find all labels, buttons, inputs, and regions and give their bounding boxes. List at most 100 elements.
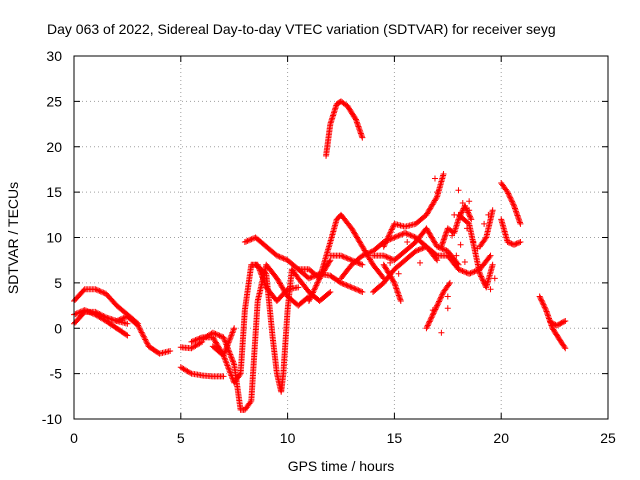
data-point (414, 247, 421, 254)
data-point (80, 310, 87, 317)
data-point (295, 284, 302, 291)
data-point (350, 284, 357, 291)
data-point (508, 197, 515, 204)
data-point (424, 322, 431, 329)
data-point (354, 259, 361, 266)
data-point (230, 360, 237, 367)
data-point (101, 313, 108, 320)
x-tick-label: 10 (280, 430, 296, 446)
x-tick-label: 25 (600, 430, 616, 446)
data-point (211, 330, 218, 337)
data-point (481, 220, 488, 227)
data-point (347, 283, 354, 290)
data-point (536, 293, 543, 300)
data-point (407, 232, 414, 239)
data-point (192, 337, 199, 344)
data-point (124, 320, 131, 327)
data-point (230, 326, 237, 333)
data-point (281, 256, 288, 263)
y-tick-label: 25 (46, 93, 62, 109)
data-point (456, 266, 463, 273)
data-point (395, 232, 402, 239)
data-point (429, 307, 436, 314)
data-point (390, 235, 397, 242)
data-point (225, 365, 232, 372)
data-point (307, 293, 314, 300)
data-point (428, 314, 435, 321)
data-point (508, 240, 515, 247)
data-point (538, 297, 545, 304)
data-point (230, 358, 237, 365)
data-point (487, 252, 494, 259)
data-point (189, 338, 196, 345)
data-point (394, 233, 401, 240)
data-point (315, 278, 322, 285)
data-point (97, 311, 104, 318)
data-point (96, 310, 103, 317)
data-point (276, 253, 283, 260)
data-point (142, 336, 149, 343)
data-point (346, 256, 353, 263)
data-point (342, 254, 349, 261)
data-point (227, 335, 234, 342)
data-point (434, 301, 441, 308)
data-point (113, 317, 120, 324)
data-point (212, 330, 219, 337)
series-arc-28 (498, 216, 524, 248)
data-point (379, 274, 386, 281)
data-point (386, 254, 393, 261)
data-point (227, 333, 234, 340)
data-point (140, 333, 147, 340)
data-point (459, 208, 466, 215)
series-arc-04 (113, 313, 174, 357)
data-point (222, 346, 229, 353)
data-point (541, 303, 548, 310)
data-point (381, 242, 388, 249)
data-point (435, 299, 442, 306)
series-arc-14 (323, 98, 366, 159)
data-point (390, 278, 397, 285)
data-point (340, 253, 347, 260)
data-point (216, 332, 223, 339)
data-point (241, 239, 248, 246)
data-point (222, 348, 229, 355)
data-point (549, 320, 556, 327)
data-point (426, 318, 433, 325)
series-arc-20 (380, 170, 447, 250)
data-point (92, 308, 99, 315)
data-point (363, 250, 370, 257)
data-point (97, 288, 104, 295)
series-arc-27 (498, 180, 524, 227)
data-point (505, 191, 512, 198)
data-point (423, 325, 430, 332)
data-point (453, 252, 460, 259)
data-point (347, 256, 354, 263)
data-point (364, 250, 371, 257)
data-point (326, 289, 333, 296)
data-point (226, 368, 233, 375)
data-point (230, 328, 237, 335)
data-point (539, 298, 546, 305)
series-arc-13 (305, 211, 387, 305)
data-point (359, 261, 366, 268)
data-point (539, 300, 546, 307)
grid (74, 56, 608, 419)
data-point (313, 282, 320, 289)
data-point (352, 258, 359, 265)
data-point (139, 330, 146, 337)
data-point (340, 281, 347, 288)
data-point (384, 254, 391, 261)
data-point (143, 339, 150, 346)
data-point (275, 253, 282, 260)
data-point (439, 291, 446, 298)
series-arc-19 (370, 243, 441, 295)
y-tick-label: -5 (50, 366, 63, 382)
data-point (355, 287, 362, 294)
data-point (307, 295, 314, 302)
data-point (140, 332, 147, 339)
series-arc-15 (316, 270, 366, 295)
y-tick-label: 0 (54, 320, 62, 336)
series-arc-11 (252, 261, 334, 395)
data-point (359, 252, 366, 259)
data-point (512, 241, 519, 248)
